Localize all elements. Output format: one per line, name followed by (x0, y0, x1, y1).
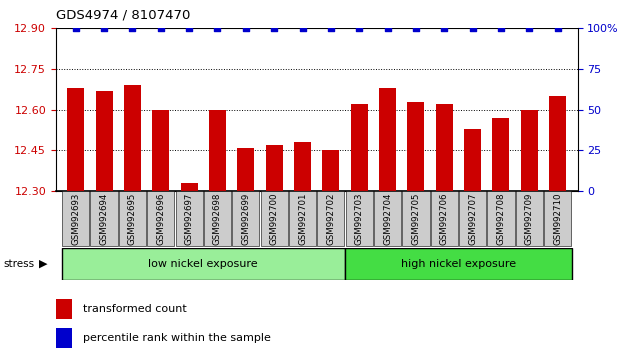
Bar (322, 150, 340, 191)
Bar (351, 104, 368, 191)
Text: GSM992693: GSM992693 (71, 193, 80, 245)
Text: transformed count: transformed count (83, 304, 187, 314)
Bar (492, 118, 509, 191)
Point (71, 25, 81, 31)
Text: GSM992696: GSM992696 (156, 193, 165, 245)
Bar (119, 191, 146, 246)
Point (524, 25, 534, 31)
Bar (62, 191, 89, 246)
Bar (345, 248, 572, 280)
Bar (124, 85, 141, 191)
Bar (402, 191, 430, 246)
Bar (56, 328, 72, 348)
Bar (407, 102, 424, 191)
Bar (67, 88, 84, 191)
Bar (91, 191, 118, 246)
Point (354, 25, 364, 31)
Bar (209, 110, 226, 191)
Text: GSM992699: GSM992699 (242, 193, 250, 245)
Text: GSM992700: GSM992700 (270, 193, 279, 245)
Bar (289, 191, 316, 246)
Point (326, 25, 336, 31)
Text: GSM992704: GSM992704 (383, 193, 392, 245)
Text: GSM992694: GSM992694 (99, 193, 109, 245)
Text: low nickel exposure: low nickel exposure (148, 259, 258, 269)
Text: GSM992702: GSM992702 (327, 193, 335, 245)
Bar (515, 191, 543, 246)
Point (156, 25, 166, 31)
Text: high nickel exposure: high nickel exposure (401, 259, 516, 269)
Point (184, 25, 194, 31)
Point (383, 25, 392, 31)
Bar (549, 96, 566, 191)
Bar (261, 191, 288, 246)
Text: GSM992707: GSM992707 (468, 193, 477, 245)
Point (297, 25, 307, 31)
Bar (294, 142, 311, 191)
Text: GSM992705: GSM992705 (412, 193, 420, 245)
Bar (431, 191, 458, 246)
Bar (147, 191, 175, 246)
Bar (374, 191, 401, 246)
Bar (204, 191, 231, 246)
Bar (317, 191, 345, 246)
Point (468, 25, 478, 31)
Point (127, 25, 137, 31)
Text: GSM992710: GSM992710 (553, 193, 562, 245)
Point (496, 25, 506, 31)
Bar (176, 191, 202, 246)
Point (241, 25, 251, 31)
Text: GSM992695: GSM992695 (128, 193, 137, 245)
Text: GSM992708: GSM992708 (496, 193, 505, 245)
Bar (61, 248, 345, 280)
Bar (152, 110, 170, 191)
Text: ▶: ▶ (39, 259, 47, 269)
Bar (544, 191, 571, 246)
Point (411, 25, 421, 31)
Point (99, 25, 109, 31)
Bar (464, 129, 481, 191)
Bar (346, 191, 373, 246)
Text: GDS4974 / 8107470: GDS4974 / 8107470 (56, 9, 190, 22)
Point (212, 25, 222, 31)
Text: GSM992698: GSM992698 (213, 193, 222, 245)
Text: stress: stress (3, 259, 34, 269)
Bar (237, 148, 255, 191)
Point (270, 25, 279, 31)
Bar (459, 191, 486, 246)
Text: GSM992703: GSM992703 (355, 193, 364, 245)
Bar (521, 110, 538, 191)
Bar (181, 183, 197, 191)
Text: GSM992706: GSM992706 (440, 193, 449, 245)
Bar (436, 104, 453, 191)
Bar (487, 191, 515, 246)
Point (439, 25, 449, 31)
Bar (96, 91, 112, 191)
Bar (56, 299, 72, 319)
Bar (266, 145, 283, 191)
Text: GSM992697: GSM992697 (184, 193, 194, 245)
Bar (379, 88, 396, 191)
Text: percentile rank within the sample: percentile rank within the sample (83, 333, 271, 343)
Point (553, 25, 563, 31)
Text: GSM992701: GSM992701 (298, 193, 307, 245)
Bar (232, 191, 260, 246)
Text: GSM992709: GSM992709 (525, 193, 534, 245)
